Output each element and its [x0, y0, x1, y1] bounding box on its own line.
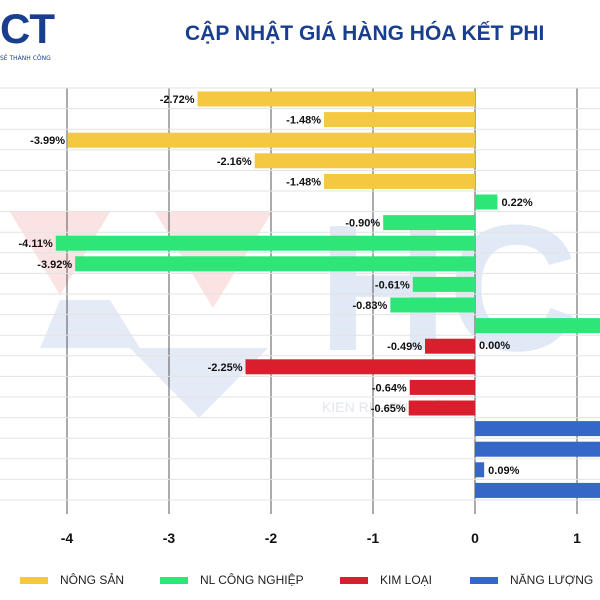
data-label: -0.64% [372, 382, 407, 394]
data-label: 0.00% [479, 340, 510, 352]
x-axis: -4 -3 -2 -1 0 1 [61, 530, 581, 546]
data-label: -0.49% [387, 341, 422, 353]
watermark-triangle [40, 300, 140, 348]
company-logo: CT SẺ THÀNH CÔNG [0, 0, 120, 80]
bar [475, 441, 600, 457]
bar [412, 276, 475, 292]
data-label: -1.48% [286, 115, 321, 127]
bar [75, 256, 475, 272]
bar [425, 338, 475, 354]
x-tick-label: -2 [265, 530, 278, 546]
bar [390, 297, 475, 313]
bar [68, 132, 476, 148]
legend-label: NÔNG SẢN [60, 573, 125, 587]
bar [475, 482, 600, 498]
data-label: -0.61% [375, 279, 410, 291]
watermark-triangle [10, 212, 110, 295]
bar [475, 194, 498, 210]
chart-title: CẬP NHẬT GIÁ HÀNG HÓA KẾT PHI [185, 22, 545, 45]
data-label: 0.22% [501, 197, 532, 209]
legend-item: NÔNG SẢN [20, 573, 124, 587]
bar [324, 173, 475, 189]
legend-swatch [340, 576, 368, 584]
data-label: -0.83% [352, 300, 387, 312]
legend-label: NĂNG LƯỢNG [510, 573, 594, 587]
legend-item: KIM LOẠI [340, 573, 432, 587]
x-tick-label: 0 [471, 530, 479, 546]
x-tick-label: 1 [573, 530, 581, 546]
bar [475, 462, 485, 478]
legend-swatch [470, 576, 498, 584]
data-label: -2.25% [208, 362, 243, 374]
bar [383, 215, 475, 231]
bar [409, 379, 475, 395]
data-label: -3.92% [37, 259, 72, 271]
bar [254, 153, 475, 169]
data-label: -3.99% [30, 135, 65, 147]
x-tick-label: -4 [61, 530, 74, 546]
legend-item: NĂNG LƯỢNG [470, 573, 593, 587]
x-tick-label: -1 [367, 530, 380, 546]
legend-item: NL CÔNG NGHIỆP [160, 573, 304, 587]
data-label: -2.16% [217, 156, 252, 168]
x-tick-label: -3 [163, 530, 176, 546]
bar [245, 359, 475, 375]
legend-label: KIM LOẠI [380, 573, 433, 587]
bar [197, 91, 475, 107]
data-label: 0.09% [488, 465, 519, 477]
bar [408, 400, 475, 416]
logo-text: CT [0, 5, 55, 52]
bar [55, 235, 475, 251]
logo-tagline: SẺ THÀNH CÔNG [0, 55, 51, 62]
bar [475, 318, 600, 334]
data-label: -0.65% [371, 403, 406, 415]
watermark: HCKIEN RỊ – CHIA SẺ [10, 188, 578, 418]
data-label: -2.72% [160, 94, 195, 106]
bar [475, 421, 600, 437]
watermark-triangle [130, 348, 268, 418]
legend-label: NL CÔNG NGHIỆP [200, 573, 304, 587]
data-label: -1.48% [286, 176, 321, 188]
data-label: -4.11% [19, 238, 53, 250]
bar [324, 112, 475, 128]
chart-bars: -2.72% -1.48% -3.99% -2.16% -1.48% 0.22% -0.90… [19, 91, 600, 498]
data-label: -0.90% [345, 218, 380, 230]
legend-swatch [20, 576, 48, 584]
legend-swatch [160, 576, 188, 584]
